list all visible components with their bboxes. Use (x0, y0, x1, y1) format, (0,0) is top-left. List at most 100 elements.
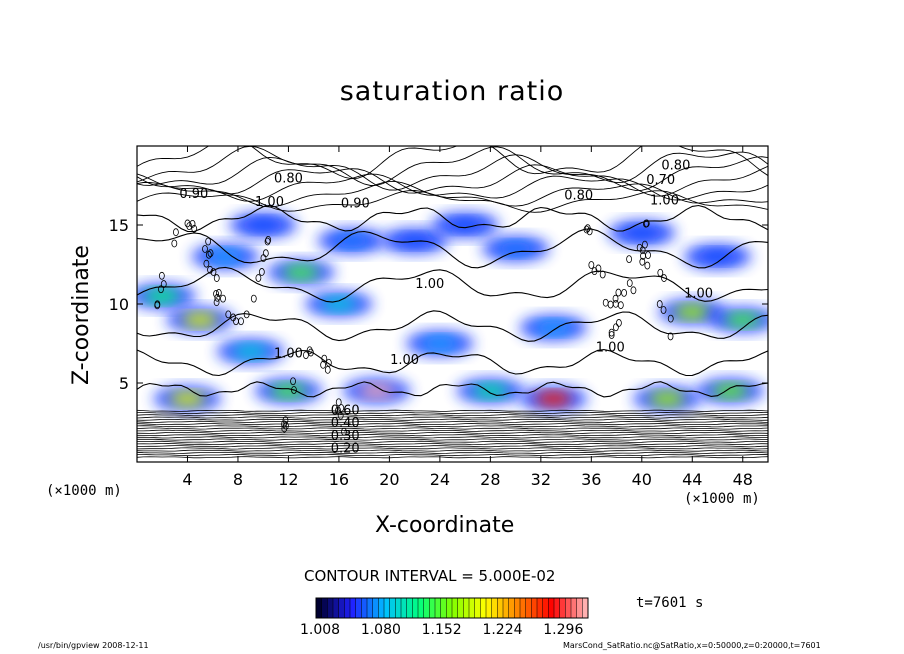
colorbar-swatch (480, 598, 487, 618)
contour-line (210, 268, 217, 276)
contour-line (213, 274, 220, 282)
contour-label-layer: 0.800.900.901.000.800.700.80 1.001.001.00… (179, 159, 713, 457)
saturated-region (405, 330, 474, 357)
contour-layer (137, 146, 768, 459)
contour-line (207, 249, 214, 258)
contour-line (214, 293, 221, 302)
contour-line (137, 429, 768, 432)
contour-line (588, 261, 595, 269)
colorbar-swatch (463, 598, 470, 618)
saturation-heat-layer (137, 212, 768, 412)
y-axis-label: Z-coordinate (69, 245, 94, 385)
saturated-region (481, 235, 550, 262)
contour-line (205, 237, 212, 246)
contour-line (137, 411, 768, 415)
saturated-region (519, 385, 588, 412)
x-axis-unit-left: (×1000 m) (46, 483, 122, 499)
colorbar-swatch (389, 598, 396, 618)
contour-line (660, 306, 667, 314)
colorbar-swatch (582, 598, 589, 618)
contour-line (583, 225, 590, 234)
colorbar-swatch (395, 598, 402, 618)
contour-line (303, 351, 309, 360)
contour-line (203, 259, 210, 268)
contour-line (137, 434, 768, 437)
x-axis-unit-right: (×1000 m) (684, 491, 760, 507)
colorbar-swatch (435, 598, 442, 618)
colorbar-swatch (338, 598, 345, 618)
contour-line (243, 310, 250, 319)
x-tick-label: 12 (278, 470, 298, 489)
colorbar-swatch (486, 598, 493, 618)
contour-value-label: 0.70 (646, 173, 675, 188)
colorbar-swatch (321, 598, 328, 618)
x-tick-label: 20 (379, 470, 399, 489)
contour-line (137, 310, 768, 342)
contour-line (137, 181, 768, 208)
contour-line (644, 261, 651, 270)
colorbar-swatch (350, 598, 357, 618)
colorbar-tick-label: 1.296 (543, 622, 584, 638)
contour-line (255, 274, 262, 282)
contour-line (137, 414, 768, 417)
x-tick-label: 8 (233, 470, 243, 489)
contour-line (154, 301, 161, 310)
colorbar-swatch (559, 598, 566, 618)
x-tick-label: 36 (581, 470, 601, 489)
colorbar-swatch (571, 598, 578, 618)
saturated-region (229, 212, 298, 238)
saturated-region (153, 385, 222, 412)
colorbar-swatch (412, 598, 419, 618)
contour-line (137, 418, 768, 421)
contour-value-label: 0.90 (341, 197, 370, 212)
contour-line (639, 246, 646, 255)
contour-line (661, 274, 667, 282)
contour-line (137, 204, 768, 233)
colorbar-swatch (423, 598, 430, 618)
colorbar-frame (315, 597, 589, 619)
contour-line (160, 280, 167, 288)
contour-line (171, 239, 178, 248)
contour-line (137, 431, 768, 435)
contour-line (615, 288, 622, 297)
colorbar-swatch (333, 598, 340, 618)
contour-line (281, 420, 287, 429)
contour-line (262, 249, 269, 258)
colorbar-swatch (469, 598, 476, 618)
contour-line (137, 146, 768, 186)
colorbar-swatch (367, 598, 374, 618)
y-axis-ticks: 5 10 15 (109, 216, 768, 393)
contour-line (137, 416, 768, 419)
colorbar-swatch (548, 598, 555, 618)
contour-line (137, 449, 768, 452)
saturated-region (696, 377, 765, 404)
contour-line (205, 250, 212, 259)
colorbar (315, 597, 589, 619)
contour-value-label: 0.30 (331, 429, 360, 444)
contour-line (137, 154, 768, 191)
contour-line (612, 294, 619, 303)
contour-line (607, 300, 614, 309)
contour-line (137, 409, 768, 412)
contour-line (321, 354, 328, 363)
saturated-region (166, 306, 235, 333)
contour-value-label: 1.00 (596, 340, 625, 355)
x-tick-label: 16 (329, 470, 349, 489)
contour-line (667, 332, 674, 341)
contour-line (337, 411, 344, 420)
contour-line (137, 266, 768, 303)
contour-line (158, 285, 164, 294)
contour-value-label: 0.80 (274, 171, 303, 186)
colorbar-swatch (565, 598, 572, 618)
contour-line (608, 328, 615, 337)
saturated-region (317, 227, 386, 254)
colorbar-swatch (316, 598, 323, 618)
footer-command: /usr/bin/gpview 2008-12-11 (38, 641, 149, 650)
colorbar-swatch (372, 598, 379, 618)
colorbar-swatch (429, 598, 436, 618)
y-tick-label: 5 (119, 374, 129, 393)
colorbar-swatch (378, 598, 385, 618)
contour-line (137, 420, 768, 423)
colorbar-swatch (537, 598, 544, 618)
